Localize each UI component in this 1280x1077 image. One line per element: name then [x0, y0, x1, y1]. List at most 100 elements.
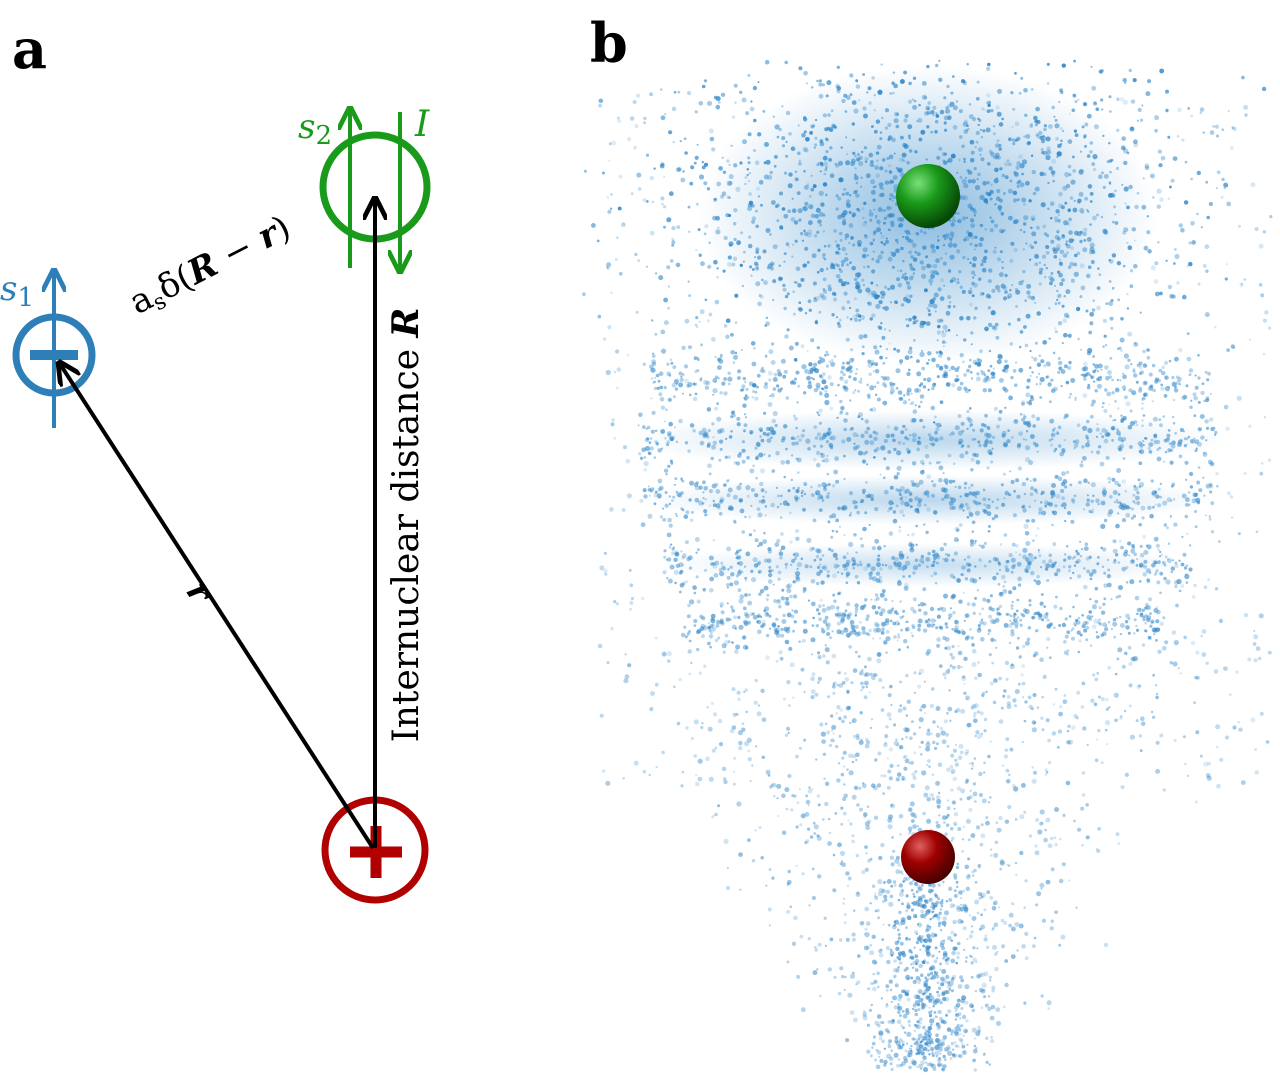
density-dot: [1021, 741, 1024, 744]
density-dot: [843, 715, 847, 719]
density-dot: [980, 972, 985, 977]
density-dot: [1230, 344, 1236, 349]
density-dot: [970, 930, 974, 934]
density-dot: [1027, 561, 1032, 566]
density-dot: [1072, 440, 1076, 444]
density-dot: [866, 463, 869, 466]
density-dot: [1166, 558, 1172, 564]
density-dot: [906, 645, 910, 649]
density-dot: [1090, 260, 1095, 264]
density-dot: [1045, 375, 1049, 379]
density-dot: [1004, 290, 1008, 294]
density-dot: [1061, 304, 1065, 308]
density-dot: [1083, 102, 1087, 106]
density-dot: [948, 689, 951, 692]
density-dot: [869, 317, 873, 321]
density-dot: [716, 402, 720, 406]
density-dot: [1163, 438, 1168, 443]
density-dot: [824, 393, 830, 398]
density-dot: [934, 422, 938, 426]
density-dot: [905, 560, 911, 566]
density-dot: [946, 806, 951, 811]
density-dot: [669, 259, 674, 263]
density-dot: [969, 139, 975, 145]
density-dot: [877, 89, 883, 95]
density-dot: [1026, 378, 1031, 383]
density-dot: [1022, 508, 1027, 513]
density-dot: [1033, 936, 1037, 940]
density-dot: [1144, 614, 1148, 619]
density-dot: [1166, 558, 1169, 561]
density-dot: [788, 646, 793, 652]
density-dot: [1084, 542, 1089, 546]
density-dot: [696, 143, 699, 146]
density-dot: [972, 491, 978, 497]
density-dot: [736, 801, 742, 807]
density-dot: [877, 985, 880, 989]
density-dot: [1081, 125, 1085, 129]
density-dot: [1037, 363, 1041, 367]
density-dot: [984, 413, 988, 418]
density-dot: [954, 758, 958, 762]
density-dot: [837, 324, 842, 328]
density-dot: [1067, 649, 1070, 652]
density-dot: [736, 561, 740, 565]
density-dot: [1205, 514, 1207, 517]
density-dot: [966, 697, 969, 700]
density-dot: [1092, 154, 1098, 160]
density-dot: [977, 358, 982, 364]
density-dot: [1205, 269, 1209, 273]
density-dot: [1108, 193, 1113, 198]
density-dot: [777, 570, 782, 575]
density-dot: [795, 457, 799, 461]
density-dot: [674, 512, 678, 515]
density-dot: [834, 162, 838, 166]
density-dot: [874, 673, 878, 677]
density-dot: [795, 489, 800, 493]
density-dot: [666, 443, 670, 447]
density-dot: [901, 276, 904, 279]
density-dot: [880, 290, 886, 296]
density-dot: [897, 862, 902, 868]
density-dot: [674, 581, 677, 585]
density-dot: [867, 301, 870, 305]
density-dot: [739, 482, 742, 486]
density-dot: [784, 60, 788, 65]
density-dot: [864, 672, 870, 677]
density-dot: [785, 110, 791, 116]
density-dot: [1048, 553, 1053, 558]
density-dot: [681, 508, 685, 512]
density-dot: [933, 382, 937, 386]
density-dot: [872, 362, 875, 365]
density-dot: [935, 732, 941, 738]
density-dot: [1125, 625, 1130, 630]
density-dot: [872, 232, 877, 236]
density-dot: [668, 495, 671, 498]
density-dot: [704, 513, 708, 517]
density-dot: [727, 568, 730, 571]
density-dot: [768, 378, 772, 382]
density-dot: [640, 522, 646, 528]
density-dot: [881, 335, 886, 340]
density-dot: [1034, 119, 1037, 123]
density-dot: [880, 445, 886, 451]
density-dot: [1122, 374, 1127, 380]
density-dot: [849, 194, 852, 197]
density-dot: [914, 388, 919, 393]
density-dot: [999, 592, 1003, 596]
density-dot: [892, 924, 897, 930]
density-dot: [812, 970, 818, 976]
density-dot: [1045, 563, 1051, 569]
density-dot: [1016, 561, 1022, 567]
density-dot: [823, 566, 828, 571]
density-dot: [1106, 582, 1112, 588]
density-dot: [874, 349, 880, 355]
density-dot: [755, 441, 761, 447]
density-dot: [954, 425, 960, 431]
density-dot: [1024, 113, 1028, 118]
density-dot: [883, 597, 888, 602]
density-dot: [647, 485, 651, 488]
density-dot: [645, 265, 648, 268]
density-dot: [885, 239, 889, 244]
density-dot: [1110, 299, 1114, 302]
